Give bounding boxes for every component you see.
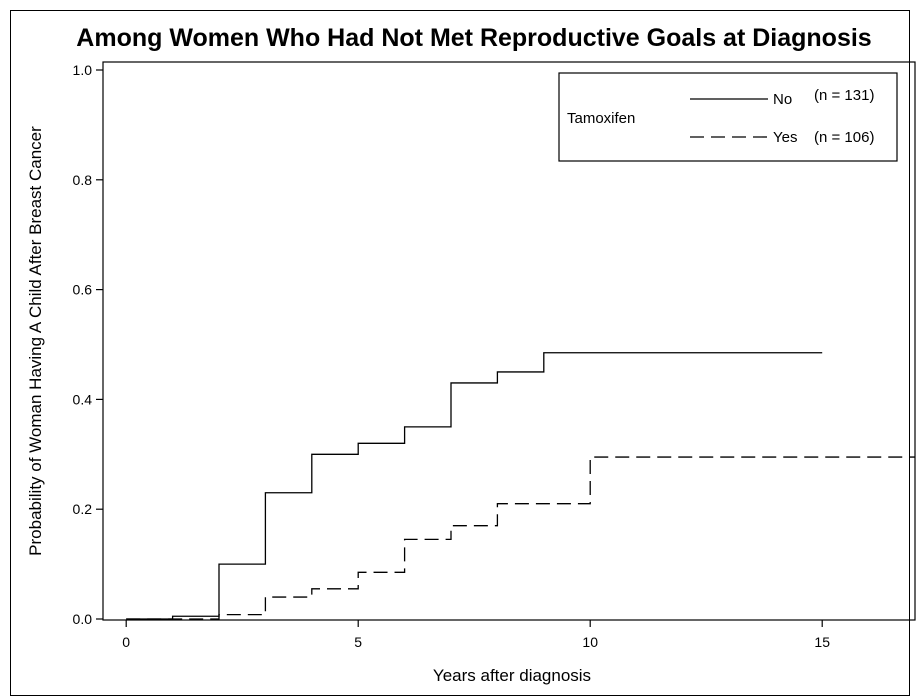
- series-line-no: [126, 352, 823, 620]
- x-axis: 0 5 10 15: [122, 620, 830, 650]
- legend-n-yes: (n = 106): [814, 129, 874, 146]
- legend: Tamoxifen No (n = 131) Yes (n = 106): [558, 72, 898, 162]
- y-tick-label: 1.0: [73, 62, 93, 78]
- y-tick-label: 0.6: [73, 282, 93, 298]
- y-axis: 0.0 0.2 0.4 0.6 0.8 1.0: [73, 62, 103, 627]
- series-line-yes: [126, 456, 915, 620]
- y-tick-label: 0.4: [73, 391, 93, 407]
- y-axis-label: Probability of Woman Having A Child Afte…: [26, 126, 45, 556]
- x-tick-label: 5: [354, 634, 362, 650]
- legend-label-yes: Yes: [773, 129, 797, 146]
- series-layer: [126, 352, 915, 620]
- y-tick-label: 0.8: [73, 172, 93, 188]
- plot-area: [102, 61, 916, 621]
- y-tick-label: 0.0: [73, 611, 93, 627]
- x-tick-label: 10: [582, 634, 598, 650]
- x-axis-label: Years after diagnosis: [433, 666, 591, 685]
- legend-box: [558, 72, 898, 162]
- legend-label-no: No: [773, 91, 792, 108]
- x-tick-label: 0: [122, 634, 130, 650]
- legend-n-no: (n = 131): [814, 87, 874, 104]
- chart-title: Among Women Who Had Not Met Reproductive…: [76, 24, 871, 52]
- legend-title: Tamoxifen: [567, 110, 635, 127]
- x-tick-label: 15: [814, 634, 830, 650]
- y-tick-label: 0.2: [73, 501, 93, 517]
